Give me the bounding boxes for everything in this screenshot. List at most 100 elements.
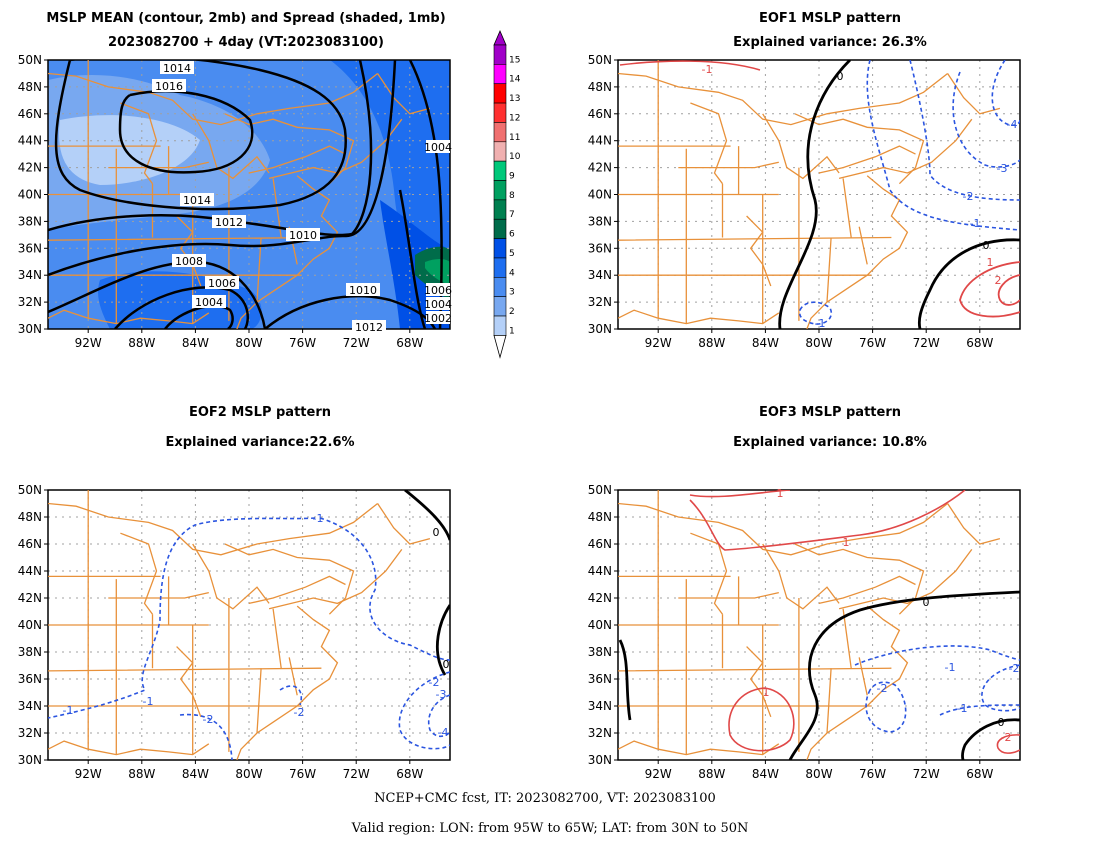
longitude-label: 88W [698,767,725,781]
latitude-label: 32N [18,726,42,740]
longitude-label: 92W [75,767,102,781]
colorbar-label: 15 [509,55,520,65]
longitude-labels: 92W 88W 84W 80W 76W 72W 68W [645,336,994,350]
contour-label: -1 [970,217,981,230]
latitude-label: 34N [18,268,42,282]
contour-label: -4 [1007,118,1018,131]
contour-label: 0 [837,70,844,83]
latitude-label: 36N [588,241,612,255]
colorbar-swatch [493,83,507,104]
latitude-label: 50N [18,483,42,497]
longitude-label: 72W [343,767,370,781]
contour-1014-north [54,60,347,211]
contour-label: 1004 [192,295,226,309]
boundary-line [746,646,772,718]
longitude-label: 68W [396,767,423,781]
contour-label: -1 [815,317,826,330]
eof1-north-positive [619,60,761,71]
boundary-line [762,113,840,180]
svg-text:1004: 1004 [424,298,452,311]
colorbar-swatch [493,44,507,65]
contour-east-1004 [398,189,427,329]
longitude-label: 88W [128,767,155,781]
panel-mean-map [48,60,450,329]
boundary-line [690,532,728,615]
contour-label: 0 [998,716,1005,729]
latitude-label: 50N [588,483,612,497]
boundary-line [947,503,1001,545]
boundary-line [192,113,270,180]
contour-label: 0 [923,596,930,609]
colorbar-swatch [493,64,507,85]
boundary-line [48,575,322,707]
eof3-contours [618,490,1020,760]
eof-contour-labels: -1 0 -4 -3 -2 -1 0 1 2 -1 -1 0 0 -2 -3 -… [63,63,1020,744]
svg-text:1004: 1004 [195,296,223,309]
svg-text:1012: 1012 [355,321,383,334]
svg-text:1012: 1012 [215,216,243,229]
colorbar-top-arrow [493,29,507,46]
longitude-label: 84W [182,767,209,781]
contour-label: 1 [843,536,850,549]
contour-label: -1 [63,704,74,717]
colorbar-swatch [493,277,507,297]
eof2-zero-east [436,604,450,676]
contour-1016 [118,89,254,174]
svg-text:1006: 1006 [208,277,236,290]
colorbar-label: 3 [509,288,515,298]
contour-east-1006 [408,60,443,329]
panel-eof1-subtitle: Explained variance: 26.3% [733,35,927,50]
panel-eof1-title: EOF1 MSLP pattern [759,11,901,26]
boundary-line [108,146,282,238]
contour-label: 1016 [152,79,186,93]
boundary-line [248,575,346,605]
spread-green-core [425,259,450,285]
colorbar-swatch [493,180,507,201]
longitude-label: 72W [343,336,370,350]
eof2-zero-north [404,490,450,541]
svg-text:1014: 1014 [163,62,191,75]
boundary-line [48,502,379,556]
eof2-negative-1 [48,517,316,719]
eof3-negative-3 [981,664,1020,712]
contour-label: 1014 [160,61,194,75]
contour-label: -4 [438,726,449,739]
colorbar-label: 4 [509,268,515,278]
eof3-negative-2 [865,681,907,733]
svg-text:1010: 1010 [289,229,317,242]
latitude-label: 30N [18,753,42,767]
latitude-label: 32N [588,295,612,309]
longitude-label: 68W [396,336,423,350]
contour-1004 [164,304,234,329]
colorbar-bottom-arrow [493,334,507,359]
longitude-label: 76W [859,336,886,350]
longitude-label: 80W [805,336,832,350]
latitude-label: 38N [18,645,42,659]
latitude-label: 32N [18,295,42,309]
latitude-label: 38N [588,214,612,228]
longitude-label: 84W [752,767,779,781]
boundary-line [248,145,346,174]
eof2-contours [48,490,450,760]
contour-label: 2 [995,274,1002,287]
eof3-positive-north [689,490,791,498]
colorbar-swatch [493,315,507,336]
latitude-label: 34N [588,268,612,282]
boundary-line [690,102,728,185]
latitude-label: 44N [18,564,42,578]
latitude-label: 46N [18,537,42,551]
eof3-zero-southeast [961,718,1020,760]
boundary-line [618,740,780,756]
latitude-label: 46N [588,107,612,121]
contour-label: 1012 [352,320,386,334]
eof3-positive-band [689,490,966,551]
eof1-contours [619,60,1020,329]
boundary-line [657,60,868,324]
longitude-label: 76W [289,336,316,350]
latitude-labels: 50N 48N 46N 44N 42N 40N 38N 36N 34N 32N 30N [18,483,42,767]
spread-colorbar: 15 14 13 12 11 10 9 8 7 6 5 4 3 2 1 [493,29,521,359]
latitude-label: 36N [18,241,42,255]
boundary-line [48,145,322,276]
eof3-zero-west [618,639,632,721]
